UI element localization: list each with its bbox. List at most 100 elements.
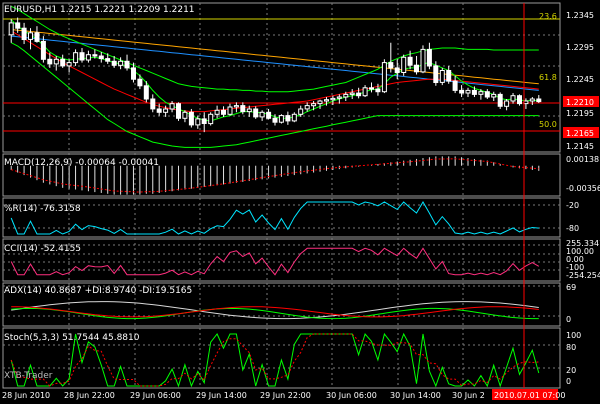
candle-bear: [446, 70, 452, 82]
panel-frame: [2, 282, 561, 327]
time-axis: 28 Jun 2010 28 Jun 22:00 29 Jun 06:00 29…: [2, 389, 565, 400]
stochastic-axis-top: 100: [566, 331, 581, 340]
candle-bear: [285, 115, 291, 122]
candle-bull: [169, 103, 175, 110]
time-label: 29 Jun 22:00: [260, 391, 311, 400]
candle-bull: [510, 95, 516, 102]
candle-bull: [465, 89, 471, 94]
candle-bear: [124, 60, 130, 69]
candle-bull: [163, 108, 169, 113]
macd-panel[interactable]: MACD(12,26,9) -0.00064 -0.00041 0.00138 …: [4, 155, 600, 195]
adx-header: ADX(14) 40.8687 +DI:8.9740 -DI:19.5165: [4, 286, 192, 296]
stochastic-panel[interactable]: Stoch(5,3,3) 51.7544 45.8810 XTB-Trader …: [4, 331, 581, 388]
time-label: 30 Jun 06:00: [326, 391, 377, 400]
candle-bull: [28, 32, 33, 40]
moving-averages: [10, 5, 539, 148]
candle-bear: [433, 65, 439, 84]
candle-bear: [484, 91, 490, 98]
stochastic-d-line: [10, 333, 539, 387]
macd-axis-bottom: -0.00356: [566, 184, 600, 193]
panel-frame: [2, 327, 561, 389]
candle-bear: [394, 67, 400, 74]
candle-bull: [343, 93, 349, 98]
candle-bear: [188, 111, 194, 126]
candle-bull: [317, 100, 323, 105]
time-label: 30 Jun 14:00: [390, 391, 441, 400]
candlesticks: [8, 17, 542, 133]
candle-bear: [79, 52, 85, 61]
cci-header: CCI(14) -52.4155: [4, 244, 81, 254]
current-price-tag: 1.2210: [566, 98, 594, 107]
fibonacci-levels[interactable]: [3, 18, 560, 132]
cursor-time-tag-bg: [492, 389, 558, 400]
cci-axis-label: -100: [566, 263, 584, 272]
adx-panel[interactable]: ADX(14) 40.8687 +DI:8.9740 -DI:19.5165 6…: [4, 283, 576, 324]
candle-bear: [143, 85, 149, 100]
cci-axis-label: 100.00: [566, 247, 594, 256]
candle-bear: [536, 98, 542, 103]
candle-bear: [98, 55, 104, 60]
candle-bull: [439, 70, 445, 83]
price-axis[interactable]: 1.2345 1.2295 1.2245 1.2195 1.2145 1.221…: [563, 11, 599, 151]
candle-bull: [491, 93, 497, 98]
candle-bear: [253, 108, 259, 118]
candle-bull: [420, 48, 426, 73]
candle-bear: [92, 54, 98, 57]
price-label: 1.2295: [566, 43, 594, 52]
candle-bear: [369, 87, 374, 90]
candle-bull: [529, 98, 535, 102]
panel-frames: [2, 2, 561, 389]
cci-axis-label: 255.3347: [566, 239, 600, 248]
candle-bear: [452, 80, 458, 91]
williams-r-axis-bottom: -80: [566, 224, 579, 233]
price-panel[interactable]: EURUSD,H1 1.2215 1.2221 1.2209 1.2211 23…: [3, 5, 560, 148]
candle-bull: [227, 106, 233, 115]
price-label: 1.2245: [566, 75, 594, 84]
candle-bear: [201, 118, 207, 125]
candle-bull: [73, 52, 79, 64]
price-label: 1.2145: [566, 142, 594, 151]
candle-bear: [40, 40, 46, 60]
stochastic-axis-bottom: 0: [566, 377, 571, 386]
stochastic-axis-80: 80: [566, 343, 576, 352]
candle-bear: [266, 111, 272, 119]
candle-bull: [381, 62, 387, 93]
candle-bull: [195, 118, 201, 126]
price-label: 1.2195: [566, 109, 594, 118]
candle-bull: [362, 87, 368, 97]
cci-line: [10, 247, 540, 276]
candle-bear: [156, 108, 162, 113]
fib-label-23-6: 23.6: [539, 12, 557, 21]
candle-bull: [259, 111, 265, 118]
cci-axis-label: -254.254: [566, 271, 600, 280]
plus-di-line: [11, 307, 539, 320]
candle-bear: [426, 48, 432, 67]
cci-axis-label: 0.00: [566, 255, 584, 264]
candle-bull: [233, 105, 239, 108]
candle-bull: [278, 115, 284, 123]
candle-bull: [53, 58, 59, 65]
candle-bear: [150, 98, 156, 110]
adx-axis-top: 69: [566, 283, 576, 292]
candle-bear: [414, 64, 419, 73]
candle-bear: [375, 88, 381, 93]
cursor-time-tag: 2010.07.01 07:00: [494, 391, 565, 400]
panel-frame: [2, 2, 561, 153]
candle-bull: [478, 91, 484, 95]
fib-label-61-8: 61.8: [539, 73, 557, 82]
candle-bear: [15, 22, 21, 29]
lower-price-tag-bg: [563, 127, 599, 138]
williams-r-axis-top: -20: [566, 201, 579, 210]
time-label: 30 Jun 2: [452, 391, 485, 400]
cci-panel[interactable]: CCI(14) -52.4155 255.3347 100.00 0.00 -1…: [4, 239, 600, 280]
stochastic-k-line: [10, 332, 540, 388]
stochastic-header: Stoch(5,3,3) 51.7544 45.8810: [4, 333, 140, 343]
panel-frame: [2, 197, 561, 238]
ma-red: [10, 30, 539, 113]
williams-r-panel[interactable]: %R(14) -76.3158 -20 -80: [4, 201, 579, 235]
time-label: 28 Jun 22:00: [64, 391, 115, 400]
candle-bull: [182, 111, 188, 119]
adx-axis-bottom: 0: [566, 315, 571, 324]
